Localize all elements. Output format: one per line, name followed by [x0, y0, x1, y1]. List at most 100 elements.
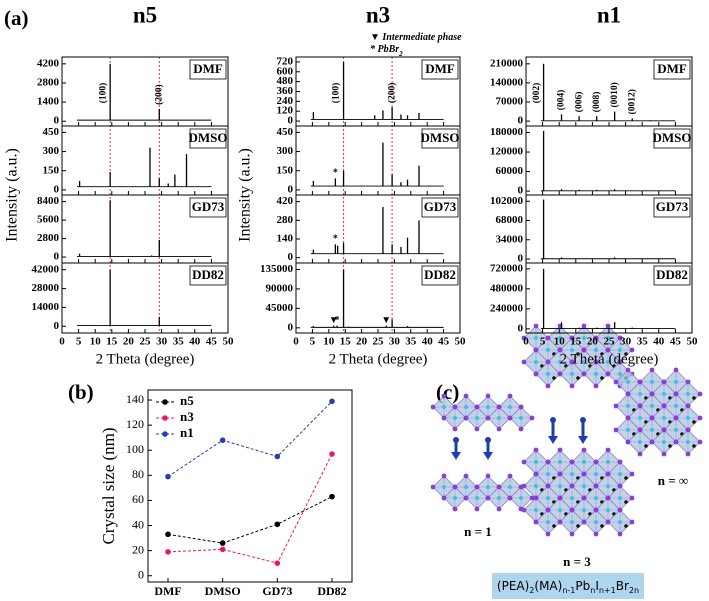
y-tick-label: 0: [54, 251, 60, 263]
halide: [649, 391, 655, 397]
data-point: [165, 531, 171, 538]
peak-label: (100): [97, 83, 108, 104]
x-tick-label: 5: [310, 336, 316, 348]
y-tick-label: 420: [277, 195, 294, 207]
halide: [533, 471, 539, 477]
halide: [605, 347, 611, 353]
peak-label: (0012): [626, 89, 637, 114]
x-tick-label: 0: [59, 336, 65, 348]
halide: [496, 506, 502, 512]
y-tick-label: 140: [126, 392, 144, 406]
solvent-label: DMSO: [653, 130, 692, 145]
x-tick-label: 15: [340, 336, 352, 348]
halide: [569, 531, 575, 537]
halide: [605, 323, 611, 329]
y-tick-label: 120000: [490, 146, 524, 158]
y-tick-label: 240: [277, 95, 294, 107]
formula-subscript: n-1: [562, 586, 575, 595]
b-site: [606, 336, 610, 340]
formula-part: Br: [616, 579, 629, 593]
y-tick-label: 480: [277, 75, 294, 87]
y-tick-label: 2800: [37, 76, 60, 88]
halide: [557, 471, 563, 477]
halide: [533, 447, 539, 453]
x-tick-label: 0: [293, 336, 299, 348]
y-tick-label: 0: [138, 567, 144, 581]
structure-diagram: [430, 323, 703, 537]
b-site: [546, 372, 550, 376]
halide: [685, 427, 691, 433]
y-tick-label: 70000: [496, 96, 524, 108]
arrow-dot: [550, 417, 556, 423]
peak-marker: *: [335, 315, 340, 326]
series-line: [167, 496, 333, 544]
y-tick-label: 0: [288, 251, 294, 263]
b-site: [686, 416, 690, 420]
halide: [673, 415, 679, 421]
y-tick-label: 28000: [32, 282, 60, 294]
x-axis-label: 2 Theta (degree): [329, 351, 428, 367]
solvent-label: GD73: [424, 199, 457, 214]
halide: [673, 367, 679, 373]
solvent-box: [189, 197, 227, 218]
y-tick-label: 0: [54, 183, 60, 195]
b-site: [534, 460, 538, 464]
note: ▼ Intermediate phase: [370, 32, 462, 43]
halide: [533, 323, 539, 329]
y-tick-label: 2800: [37, 232, 60, 244]
halide: [605, 447, 611, 453]
halide: [557, 447, 563, 453]
cation: [644, 444, 648, 448]
b-site: [582, 360, 586, 364]
halide: [673, 439, 679, 445]
peak-marker: ▼: [329, 315, 339, 326]
series-line: [167, 400, 333, 478]
halide: [485, 393, 491, 399]
x-tick-label: 50: [223, 336, 235, 348]
y-tick-label: 180000: [490, 126, 524, 138]
halide: [474, 404, 480, 410]
x-tick-label: 10: [554, 336, 566, 348]
halide: [485, 495, 491, 501]
series-line: [167, 453, 333, 564]
y-tick-label: 0: [288, 321, 294, 333]
halide: [625, 367, 631, 373]
cation: [624, 352, 628, 356]
cation: [552, 376, 556, 380]
panel-label: (b): [68, 380, 94, 404]
b-site: [626, 404, 630, 408]
halide: [661, 379, 667, 385]
b-site: [497, 416, 501, 420]
b-site: [594, 472, 598, 476]
peak-label: (0010): [609, 82, 620, 107]
peak-label: (100): [331, 83, 342, 104]
chart-title: n1: [597, 2, 621, 27]
solvent-box: [421, 265, 459, 286]
halide: [518, 404, 524, 410]
halide: [593, 359, 599, 365]
x-tick-label: GD73: [262, 584, 292, 598]
b-site: [570, 472, 574, 476]
halide: [533, 347, 539, 353]
halide: [521, 483, 527, 489]
x-tick-label: DMF: [154, 584, 181, 598]
b-site: [546, 520, 550, 524]
cation: [624, 500, 628, 504]
halide: [569, 359, 575, 365]
x-tick-label: DD82: [317, 584, 346, 598]
formula-box: [492, 573, 644, 599]
halide: [581, 347, 587, 353]
solvent-label: GD73: [192, 199, 225, 214]
b-site: [674, 380, 678, 384]
halide: [496, 484, 502, 490]
y-tick-label: 135000: [260, 263, 294, 275]
b-site: [618, 372, 622, 376]
halide: [685, 451, 691, 457]
solvent-label: DMSO: [421, 130, 460, 145]
halide: [605, 371, 611, 377]
x-tick-label: 15: [570, 336, 582, 348]
arrow-dot: [453, 437, 459, 443]
cation: [692, 444, 696, 448]
y-tick-label: 5600: [37, 214, 60, 226]
